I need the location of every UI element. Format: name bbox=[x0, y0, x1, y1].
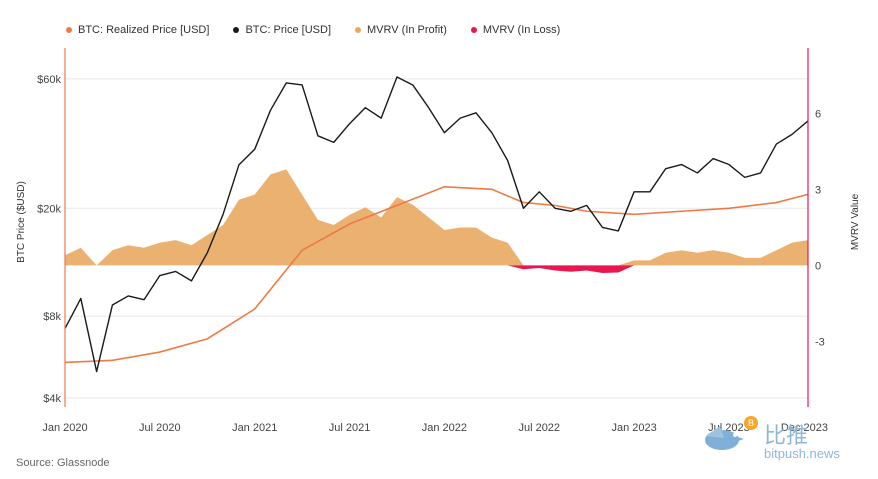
x-tick-label: Jul 2021 bbox=[329, 422, 371, 434]
legend-item-realized-price[interactable]: BTC: Realized Price [USD] bbox=[66, 24, 209, 36]
legend-item-mvrv-loss[interactable]: MVRV (In Loss) bbox=[470, 24, 561, 36]
y-right-ticks: -3 0 3 6 bbox=[815, 109, 825, 349]
bitcoin-coin-icon: B bbox=[744, 416, 758, 430]
y-left-tick-label: $4k bbox=[43, 393, 61, 405]
y-left-tick-label: $20k bbox=[37, 203, 61, 215]
y-right-label: MVRV Value bbox=[850, 193, 861, 250]
legend-label-mvrv-loss: MVRV (In Loss) bbox=[482, 24, 561, 36]
y-left-tick-label: $60k bbox=[37, 74, 61, 86]
legend-item-mvrv-profit[interactable]: MVRV (In Profit) bbox=[355, 24, 447, 36]
y-left-ticks: $4k $8k $20k $60k bbox=[37, 74, 61, 405]
mvrv-profit-area-group bbox=[65, 169, 808, 266]
legend-dot-mvrv-profit bbox=[355, 27, 362, 33]
mvrv-loss-area-group bbox=[507, 265, 635, 274]
watermark-brand: 比推 bbox=[764, 424, 809, 449]
realized-price-line bbox=[64, 185, 809, 364]
x-tick-label: Jul 2020 bbox=[139, 422, 181, 434]
y-right-tick-label: -3 bbox=[815, 336, 825, 348]
legend-label-mvrv-profit: MVRV (In Profit) bbox=[367, 24, 447, 36]
legend: BTC: Realized Price [USD] BTC: Price [US… bbox=[66, 24, 584, 36]
y-right-tick-label: 6 bbox=[815, 109, 821, 121]
legend-item-price[interactable]: BTC: Price [USD] bbox=[233, 24, 331, 36]
mvrv-profit-area bbox=[65, 169, 808, 266]
legend-label-price: BTC: Price [USD] bbox=[245, 24, 332, 36]
watermark-url: bitpush.news bbox=[764, 446, 840, 461]
mvrv-loss-area bbox=[507, 265, 635, 274]
legend-dot-price bbox=[233, 27, 240, 33]
legend-dot-realized bbox=[66, 27, 72, 33]
legend-label-realized: BTC: Realized Price [USD] bbox=[78, 24, 210, 36]
source-caption: Source: Glassnode bbox=[16, 457, 110, 469]
btc-price-line bbox=[64, 76, 809, 373]
x-tick-label: Jan 2021 bbox=[232, 422, 277, 434]
y-right-tick-label: 3 bbox=[815, 185, 821, 197]
x-tick-label: Dec 2023 bbox=[781, 422, 828, 434]
y-left-label: BTC Price ($USD) bbox=[16, 181, 27, 263]
x-axis-ticks: Jan 2020 Jul 2020 Jan 2021 Jul 2021 Jan 2022… bbox=[42, 422, 828, 434]
watermark: B 比推 bitpush.news bbox=[702, 416, 878, 466]
grid-lines bbox=[65, 78, 808, 399]
y-left-tick-label: $8k bbox=[43, 311, 61, 323]
x-tick-label: Jan 2020 bbox=[42, 422, 87, 434]
x-tick-label: Jul 2022 bbox=[518, 422, 560, 434]
btc-price-line-group bbox=[64, 76, 809, 373]
x-tick-label: Jan 2023 bbox=[611, 422, 656, 434]
legend-dot-mvrv-loss bbox=[470, 27, 477, 33]
realized-price-line-group bbox=[64, 185, 809, 364]
y-right-tick-label: 0 bbox=[815, 260, 821, 272]
bird-logo-icon bbox=[705, 426, 744, 450]
x-tick-label: Jan 2022 bbox=[422, 422, 467, 434]
